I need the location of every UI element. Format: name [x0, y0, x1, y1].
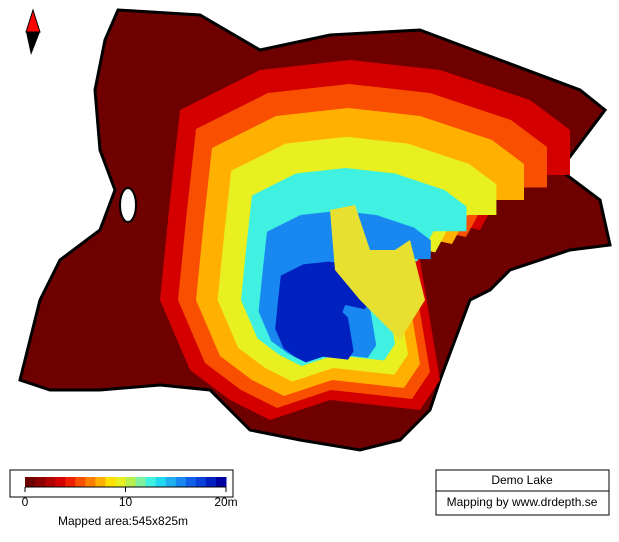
color-swatch — [115, 477, 126, 487]
color-swatch — [215, 477, 227, 487]
color-swatch — [165, 477, 177, 487]
color-swatch — [65, 477, 76, 487]
color-swatch — [45, 477, 56, 487]
color-swatch — [125, 477, 137, 487]
color-swatch — [55, 477, 66, 487]
color-swatch — [75, 477, 86, 487]
color-swatch — [185, 477, 197, 487]
color-swatch — [175, 477, 187, 487]
color-swatch — [135, 477, 147, 487]
lake-surface — [18, 8, 612, 452]
color-swatch — [35, 477, 46, 487]
credit: Mapping by www.drdepth.se — [447, 495, 598, 509]
color-swatch — [155, 477, 167, 487]
tick-label: 20m — [214, 495, 237, 509]
lake-title: Demo Lake — [491, 473, 553, 487]
color-swatch — [205, 477, 217, 487]
compass — [25, 8, 41, 55]
color-swatch — [95, 477, 106, 487]
info-box — [435, 469, 610, 516]
color-scale: 0 10 20m — [22, 477, 238, 509]
color-swatch — [105, 477, 116, 487]
color-swatch — [85, 477, 96, 487]
tick-label: 0 — [22, 495, 29, 509]
color-swatch — [195, 477, 207, 487]
color-swatch — [25, 477, 36, 487]
mapped-area: Mapped area:545x825m — [58, 514, 188, 528]
tick-label: 10 — [119, 495, 133, 509]
color-swatch — [145, 477, 157, 487]
